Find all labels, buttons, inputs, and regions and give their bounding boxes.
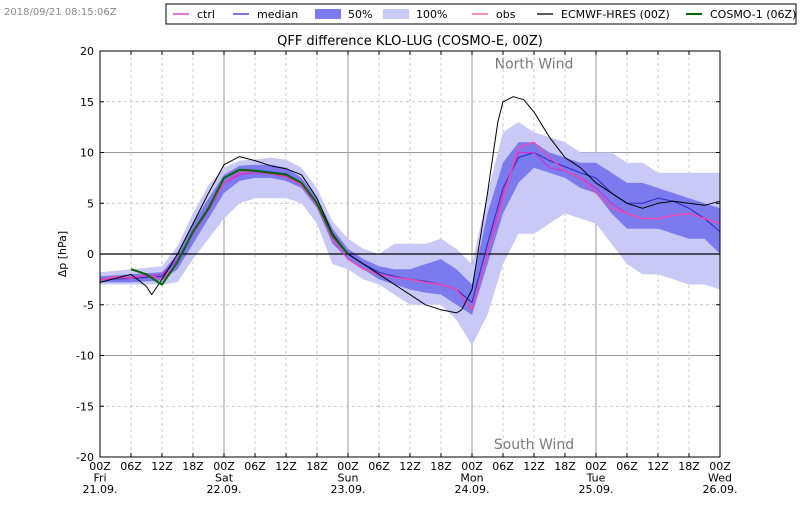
x-tick-label: 00Z: [461, 460, 483, 473]
x-tick-label: 00Z: [585, 460, 607, 473]
x-tick-label: Fri: [93, 472, 106, 485]
y-tick-label: -10: [76, 350, 94, 363]
x-tick-label: 12Z: [647, 460, 669, 473]
band-100-percent: [100, 122, 720, 346]
x-tick-label: 00Z: [89, 460, 111, 473]
chart-title: QFF difference KLO-LUG (COSMO-E, 00Z): [277, 34, 543, 49]
legend-label-obs: obs: [496, 8, 516, 21]
x-tick-label: Wed: [708, 472, 732, 485]
legend-label-cosmo1: COSMO-1 (06Z): [710, 8, 796, 21]
series-ecmwf: [99, 96, 721, 314]
y-tick-label: -20: [76, 451, 94, 464]
x-tick-label: 00Z: [213, 460, 235, 473]
x-tick-label: 22.09.: [207, 483, 242, 496]
y-tick-label: -5: [83, 299, 94, 312]
series-lines: [99, 96, 721, 314]
legend-label-p50: 50%: [348, 8, 372, 21]
y-tick-label: -15: [76, 400, 94, 413]
legend-swatch-p50: [315, 9, 341, 19]
legend-label-median: median: [257, 8, 298, 21]
x-tick-label: 26.09.: [703, 483, 738, 496]
x-tick-label: 00Z: [709, 460, 731, 473]
x-tick-label: 06Z: [120, 460, 142, 473]
y-tick-label: 0: [87, 248, 94, 261]
x-tick-label: 06Z: [244, 460, 266, 473]
legend-label-ctrl: ctrl: [197, 8, 215, 21]
x-tick-label: 06Z: [492, 460, 514, 473]
x-tick-label: 06Z: [616, 460, 638, 473]
series-cosmo1: [130, 168, 349, 286]
x-tick-label: 12Z: [151, 460, 173, 473]
legend: ctrl median 50% 100% obs ECMWF-HRES (00Z) COSM…: [165, 3, 797, 25]
y-tick-label: 15: [80, 96, 94, 109]
x-tick-label: 18Z: [554, 460, 576, 473]
x-tick-label: 18Z: [678, 460, 700, 473]
y-tick-label: 20: [80, 45, 94, 58]
y-axis-label: Δp [hPa]: [56, 231, 69, 277]
x-tick-label: 25.09.: [579, 483, 614, 496]
x-tick-label: Sun: [338, 472, 359, 485]
x-tick-label: 12Z: [275, 460, 297, 473]
timestamp: 2018/09/21 08:15:06Z: [4, 7, 117, 18]
x-tick-label: Sat: [215, 472, 234, 485]
x-tick-label: Mon: [460, 472, 483, 485]
spread-bands: [100, 122, 720, 346]
y-tick-label: 10: [80, 147, 94, 160]
x-tick-label: 18Z: [430, 460, 452, 473]
x-tick-label: 00Z: [337, 460, 359, 473]
x-tick-label: 21.09.: [83, 483, 118, 496]
x-tick-label: 12Z: [523, 460, 545, 473]
x-tick-label: 06Z: [368, 460, 390, 473]
x-tick-label: 24.09.: [455, 483, 490, 496]
south-wind-annotation: South Wind: [494, 437, 574, 453]
y-tick-label: 5: [87, 197, 94, 210]
x-tick-label: 18Z: [182, 460, 204, 473]
legend-label-ecmwf: ECMWF-HRES (00Z): [561, 8, 670, 21]
legend-label-p100: 100%: [416, 8, 447, 21]
x-tick-label: Tue: [586, 472, 606, 485]
x-tick-label: 23.09.: [331, 483, 366, 496]
x-tick-label: 18Z: [306, 460, 328, 473]
band-50-percent: [100, 142, 720, 315]
x-tick-label: 12Z: [399, 460, 421, 473]
legend-swatch-p100: [383, 9, 409, 19]
